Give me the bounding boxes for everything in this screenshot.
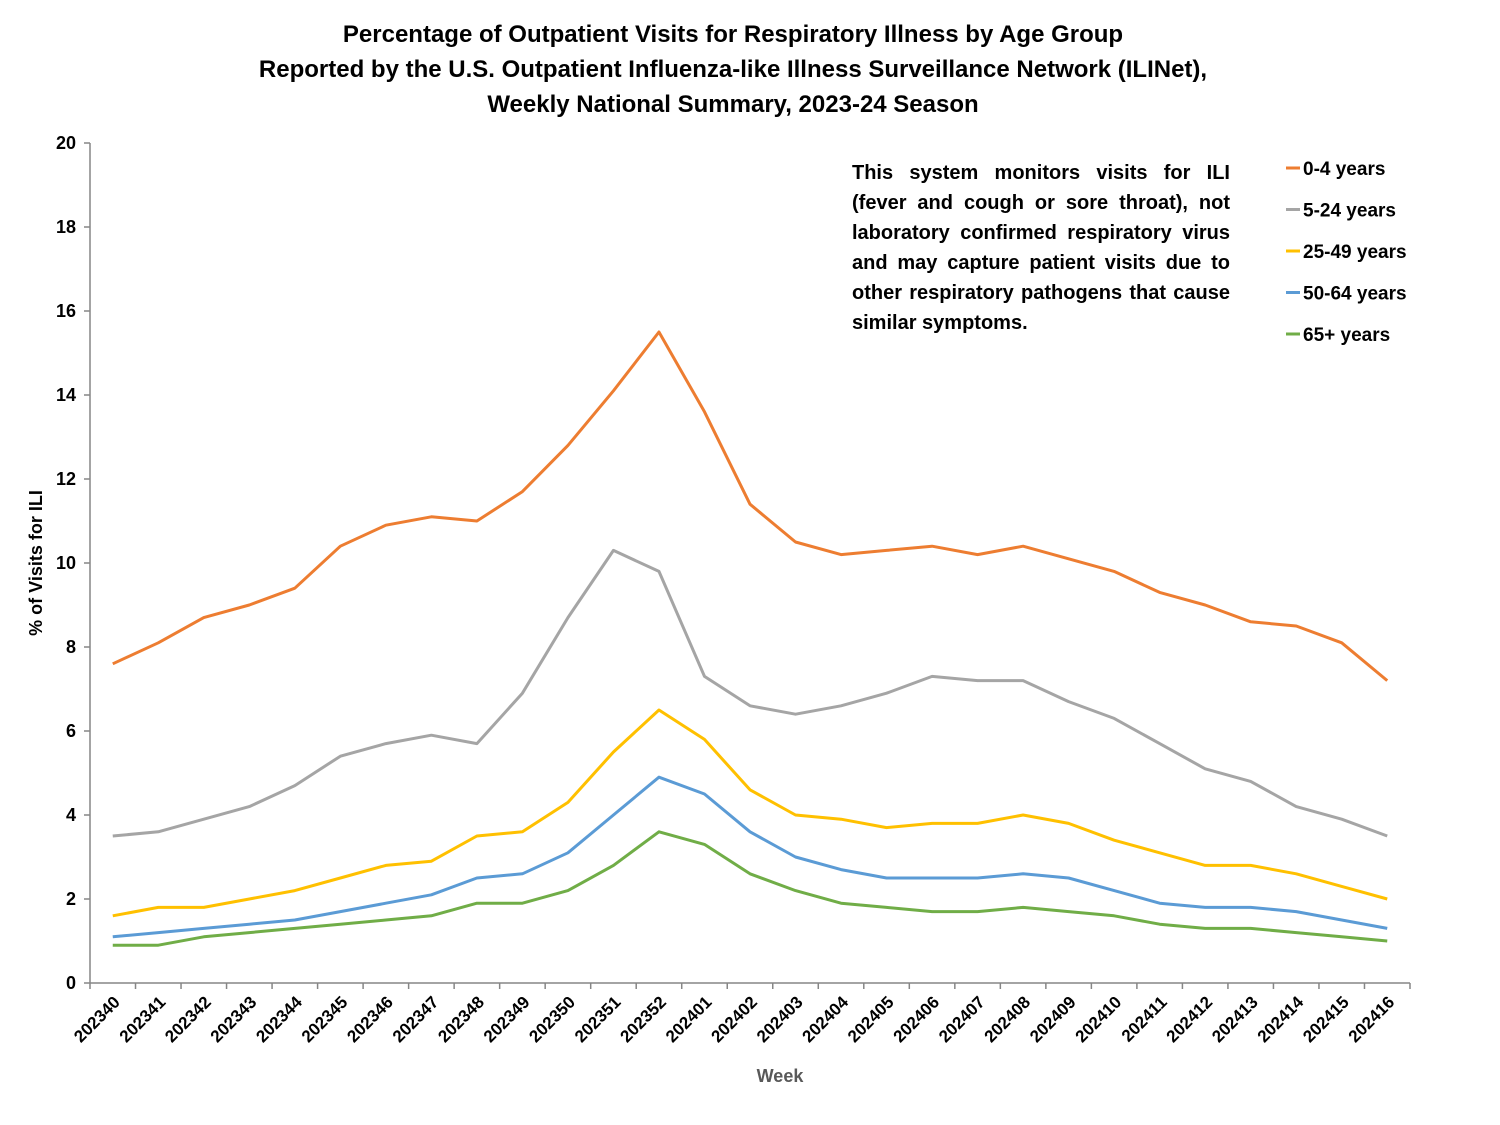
- x-axis-label: Week: [757, 1066, 805, 1086]
- x-tick-label: 202349: [480, 993, 534, 1047]
- x-tick-label: 202416: [1345, 993, 1399, 1047]
- x-tick-label: 202344: [252, 992, 306, 1046]
- x-tick-label: 202404: [799, 992, 853, 1046]
- y-tick-label: 8: [66, 637, 76, 657]
- x-tick-label: 202402: [708, 993, 762, 1047]
- series-line: [112, 708, 1388, 918]
- x-tick-label: 202409: [1026, 993, 1080, 1047]
- x-tick-label: 202401: [662, 993, 716, 1047]
- chart-title: Weekly National Summary, 2023-24 Season: [487, 91, 978, 118]
- x-tick-label: 202411: [1118, 993, 1171, 1046]
- y-tick-label: 6: [66, 721, 76, 741]
- x-tick-label: 202345: [298, 993, 352, 1047]
- x-tick-label: 202406: [890, 993, 944, 1047]
- chart-title: Reported by the U.S. Outpatient Influenz…: [259, 56, 1207, 83]
- x-tick-label: 202350: [525, 993, 579, 1047]
- y-axis-label: % of Visits for ILI: [26, 490, 46, 636]
- x-tick-label: 202340: [70, 993, 124, 1047]
- x-tick-label: 202405: [844, 993, 898, 1047]
- y-tick-label: 14: [56, 385, 76, 405]
- series-line: [112, 830, 1388, 947]
- x-tick-label: 202346: [343, 993, 397, 1047]
- x-tick-label: 202351: [571, 993, 625, 1047]
- y-tick-label: 0: [66, 973, 76, 993]
- x-tick-label: 202352: [616, 993, 670, 1047]
- y-tick-label: 16: [56, 301, 76, 321]
- y-tick-label: 10: [56, 553, 76, 573]
- x-tick-label: 202343: [207, 993, 261, 1047]
- legend-label: 5-24 years: [1303, 201, 1396, 222]
- x-tick-label: 202412: [1163, 993, 1217, 1047]
- y-tick-label: 2: [66, 889, 76, 909]
- x-tick-label: 202342: [161, 993, 215, 1047]
- legend-label: 25-49 years: [1303, 242, 1407, 263]
- y-tick-label: 12: [56, 469, 76, 489]
- legend-label: 65+ years: [1303, 325, 1390, 346]
- y-tick-label: 18: [56, 217, 76, 237]
- legend-label: 0-4 years: [1303, 159, 1385, 180]
- series-line: [112, 775, 1388, 939]
- x-tick-label: 202415: [1299, 993, 1353, 1047]
- series-line: [112, 330, 1389, 682]
- x-tick-label: 202407: [935, 993, 989, 1047]
- y-tick-label: 4: [66, 805, 76, 825]
- legend-label: 50-64 years: [1303, 284, 1407, 305]
- x-tick-label: 202348: [434, 993, 488, 1047]
- x-tick-label: 202347: [389, 993, 443, 1047]
- x-tick-label: 202408: [981, 993, 1035, 1047]
- series-line: [112, 548, 1388, 838]
- x-tick-label: 202403: [753, 993, 807, 1047]
- x-tick-label: 202414: [1254, 992, 1308, 1046]
- annotation: This system monitors visits for ILI (fev…: [852, 162, 1230, 334]
- chart-title: Percentage of Outpatient Visits for Resp…: [343, 21, 1123, 48]
- x-tick-label: 202410: [1072, 993, 1126, 1047]
- x-tick-label: 202413: [1208, 993, 1262, 1047]
- x-tick-label: 202341: [116, 993, 170, 1047]
- y-tick-label: 20: [56, 133, 76, 153]
